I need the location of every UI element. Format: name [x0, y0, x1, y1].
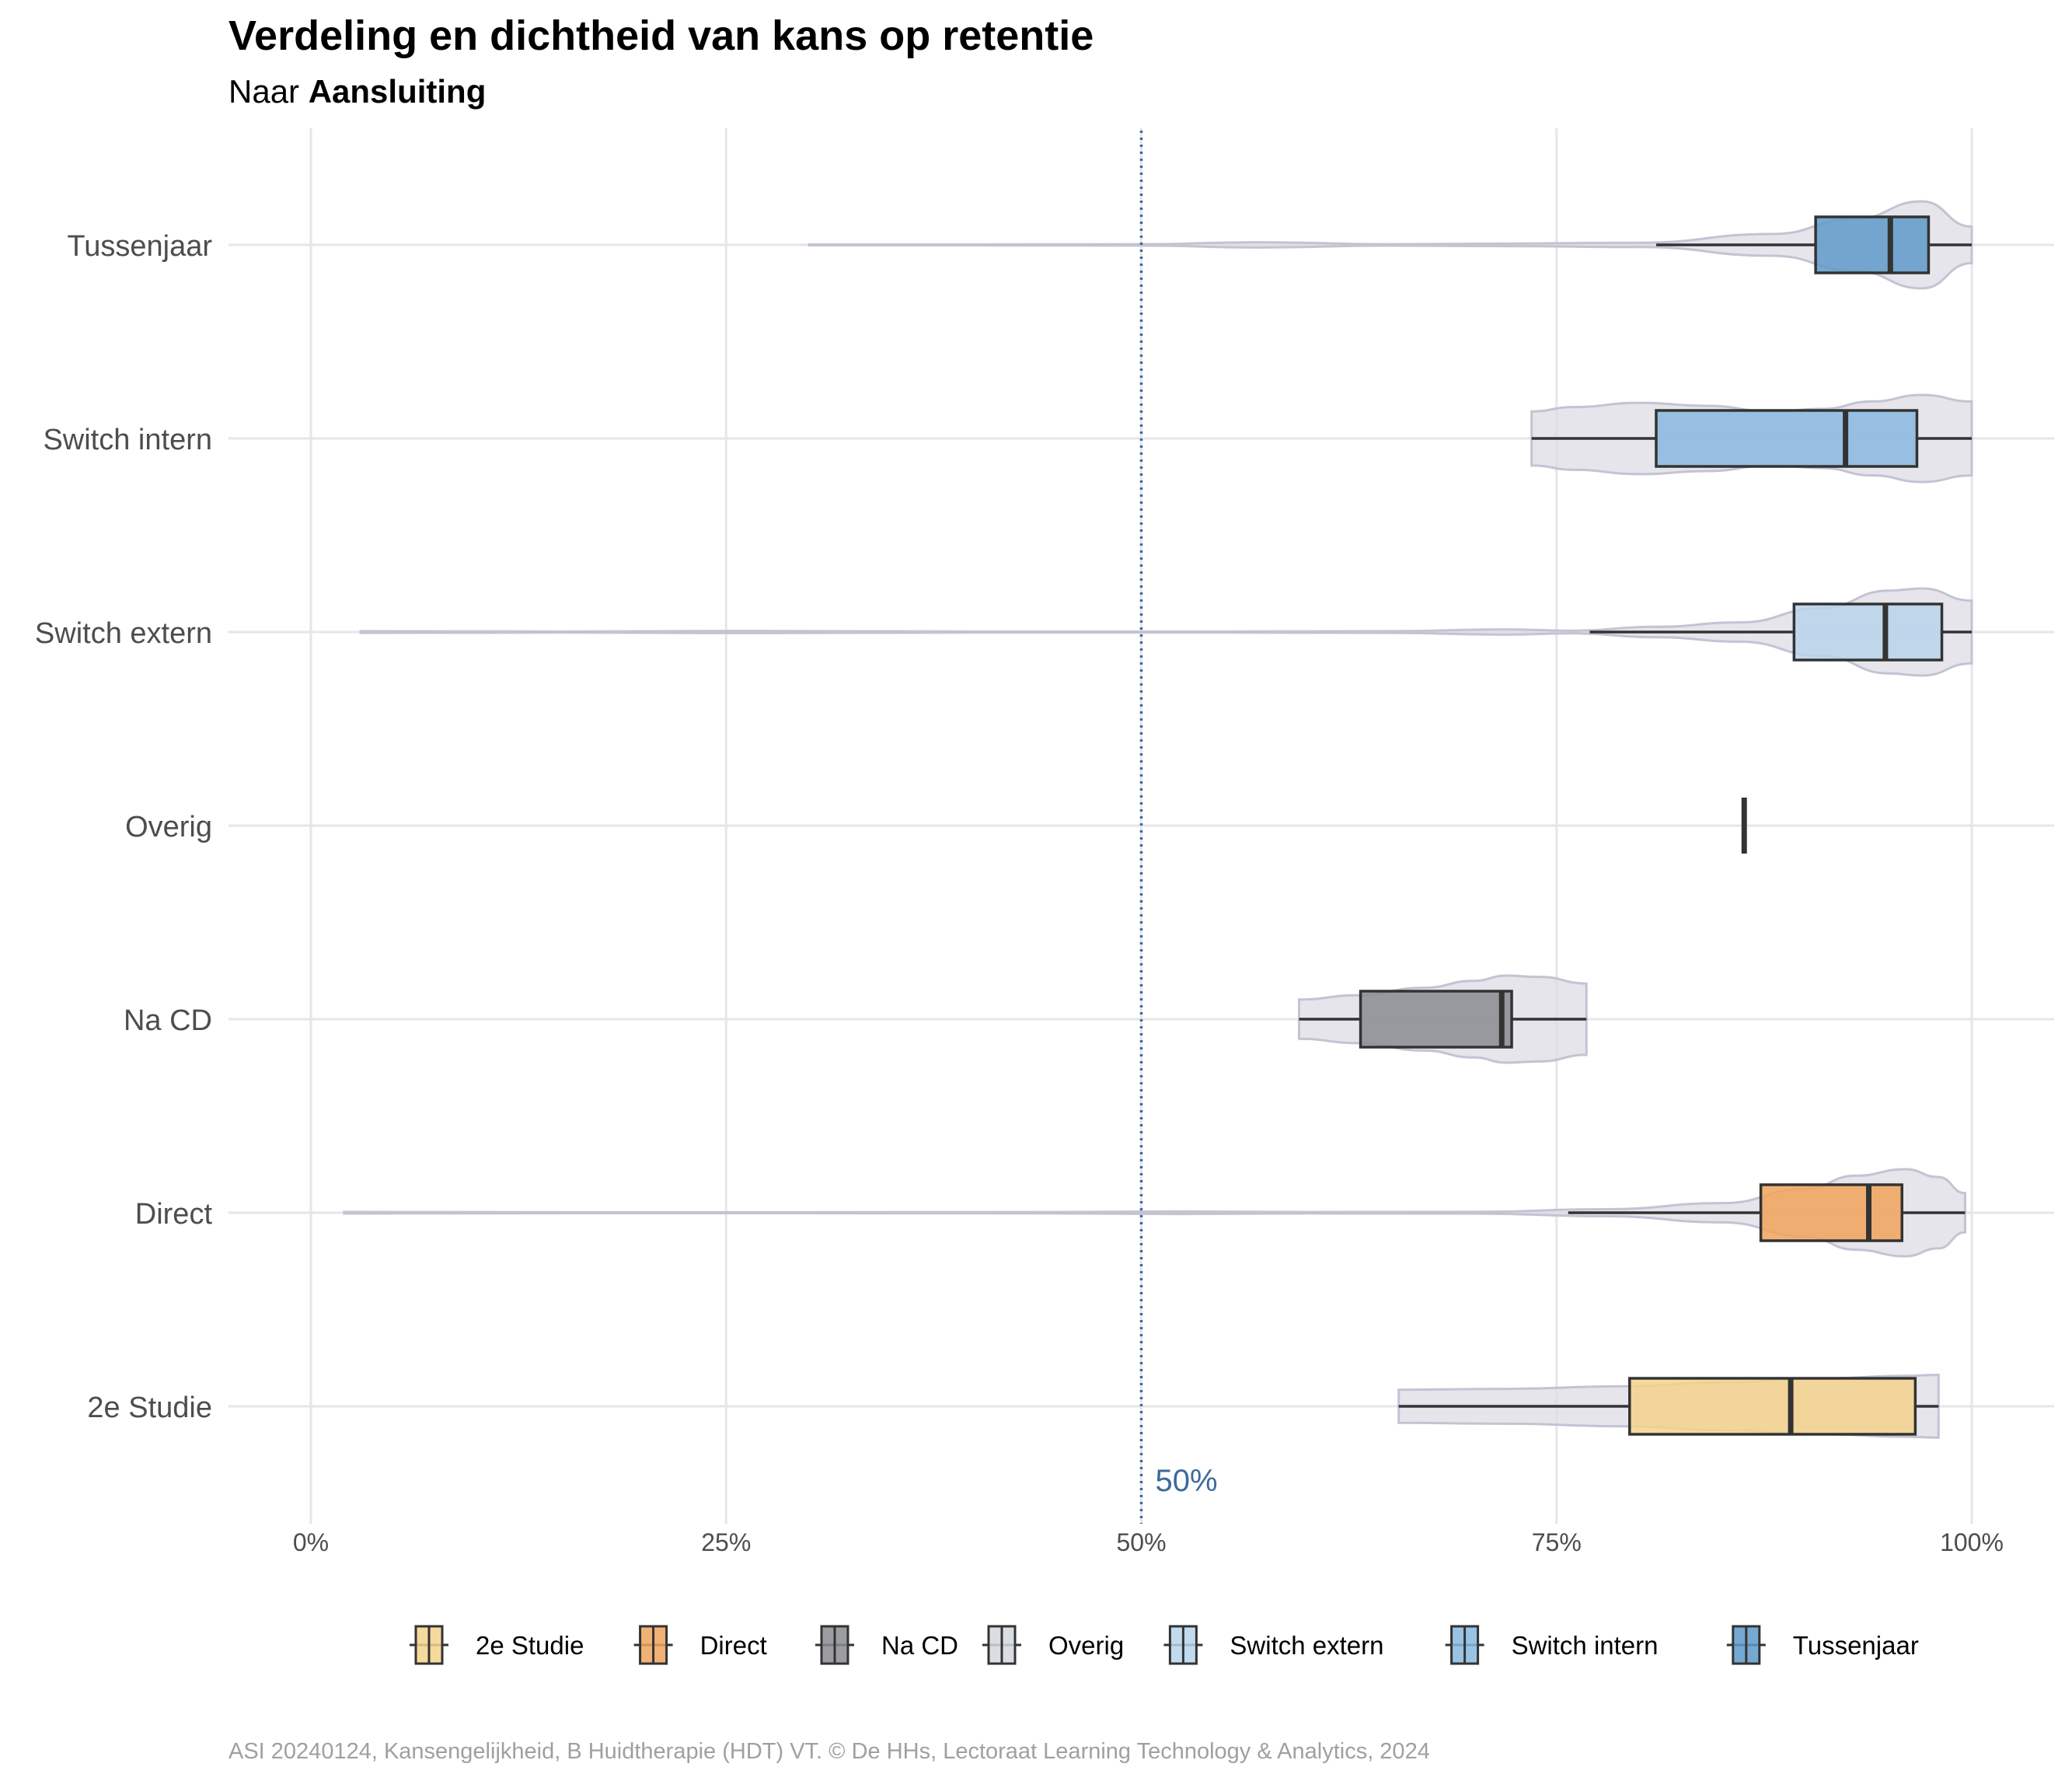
- x-tick-label: 25%: [701, 1528, 751, 1556]
- legend-item-switch-intern: Switch intern: [1445, 1625, 1659, 1665]
- violin-tussenjaar: [808, 200, 1973, 290]
- violin-switch-extern: [359, 587, 1973, 677]
- series-2e-studie: [1397, 1374, 1940, 1439]
- x-tick-label: 75%: [1532, 1528, 1582, 1556]
- y-tick-label: Na CD: [124, 1004, 212, 1037]
- legend-item-tussenjaar: Tussenjaar: [1726, 1625, 1919, 1665]
- y-tick-label: Switch extern: [35, 617, 212, 650]
- violin-direct: [343, 1168, 1966, 1258]
- legend-label: 2e Studie: [476, 1631, 584, 1660]
- legend-item-switch-extern: Switch extern: [1163, 1625, 1383, 1665]
- box-tussenjaar: [1814, 215, 1931, 274]
- plot-area: 50%: [343, 131, 1973, 1524]
- chart-subtitle: Naar Aansluiting: [228, 73, 486, 110]
- series-na-cd: [1298, 974, 1588, 1064]
- legend-label: Tussenjaar: [1793, 1631, 1919, 1660]
- y-tick-label: Switch intern: [43, 424, 212, 456]
- x-tick-label: 0%: [293, 1528, 329, 1556]
- box-2e-studie: [1628, 1377, 1917, 1436]
- legend-label: Overig: [1048, 1631, 1124, 1660]
- legend-label: Na CD: [881, 1631, 958, 1660]
- chart-caption: ASI 20240124, Kansengelijkheid, B Huidth…: [228, 1739, 1430, 1764]
- box-direct: [1759, 1183, 1903, 1242]
- legend-item-overig: Overig: [982, 1625, 1124, 1665]
- subtitle-prefix: Naar: [228, 73, 309, 110]
- series-direct: [343, 1168, 1966, 1258]
- legend-label: Direct: [700, 1631, 767, 1660]
- legend-item-na-cd: Na CD: [815, 1625, 958, 1665]
- box-switch-intern: [1655, 409, 1919, 468]
- series-switch-intern: [1530, 393, 1973, 484]
- box-na-cd: [1359, 990, 1513, 1049]
- chart-title: Verdeling en dichtheid van kans op reten…: [228, 12, 1094, 59]
- subtitle-bold: Aansluiting: [309, 73, 487, 110]
- axes: 0% 25% 50% 75% 100% Tussenjaar Switch intern Sw…: [35, 230, 2004, 1556]
- y-tick-label: 2e Studie: [87, 1392, 212, 1424]
- box-switch-extern: [1792, 602, 1944, 662]
- legend-item-direct: Direct: [633, 1625, 767, 1665]
- y-tick-label: Tussenjaar: [67, 230, 212, 263]
- legend-label: Switch extern: [1230, 1631, 1383, 1660]
- legend: 2e Studie Direct Na CD Overig Switch extern S…: [410, 1625, 1919, 1665]
- x-tick-label: 50%: [1116, 1528, 1166, 1556]
- reference-line-label: 50%: [1156, 1464, 1218, 1498]
- y-tick-label: Direct: [135, 1198, 213, 1231]
- series-switch-extern: [359, 587, 1973, 677]
- legend-item-2e-studie: 2e Studie: [410, 1625, 584, 1665]
- y-tick-label: Overig: [125, 811, 212, 843]
- series-tussenjaar: [808, 200, 1973, 290]
- x-tick-label: 100%: [1940, 1528, 2004, 1556]
- legend-label: Switch intern: [1512, 1631, 1659, 1660]
